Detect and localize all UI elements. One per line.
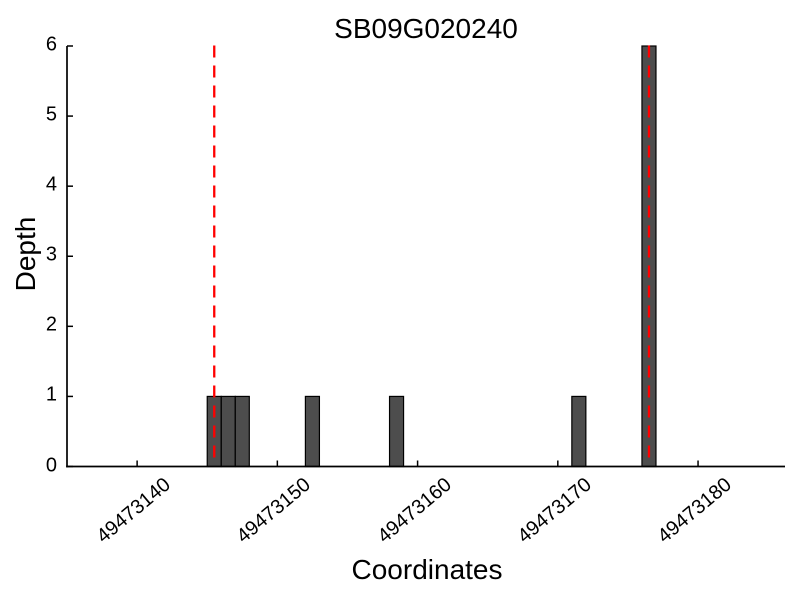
chart-title: SB09G020240 xyxy=(334,13,518,44)
y-tick-label: 1 xyxy=(45,383,57,406)
y-tick-label: 0 xyxy=(45,454,57,476)
depth-bar xyxy=(304,395,321,468)
y-tick-label: 3 xyxy=(45,243,57,266)
y-tick-label: 2 xyxy=(45,313,57,336)
y-tick-label: 4 xyxy=(45,173,57,196)
x-axis-label: Coordinates xyxy=(351,554,503,585)
depth-bar xyxy=(234,395,250,468)
depth-bar xyxy=(220,395,236,468)
depth-bar xyxy=(388,395,405,468)
y-tick-label: 5 xyxy=(45,103,57,126)
y-axis-label: Depth xyxy=(10,216,41,292)
y-tick-label: 6 xyxy=(45,33,57,56)
depth-bar xyxy=(571,395,587,468)
